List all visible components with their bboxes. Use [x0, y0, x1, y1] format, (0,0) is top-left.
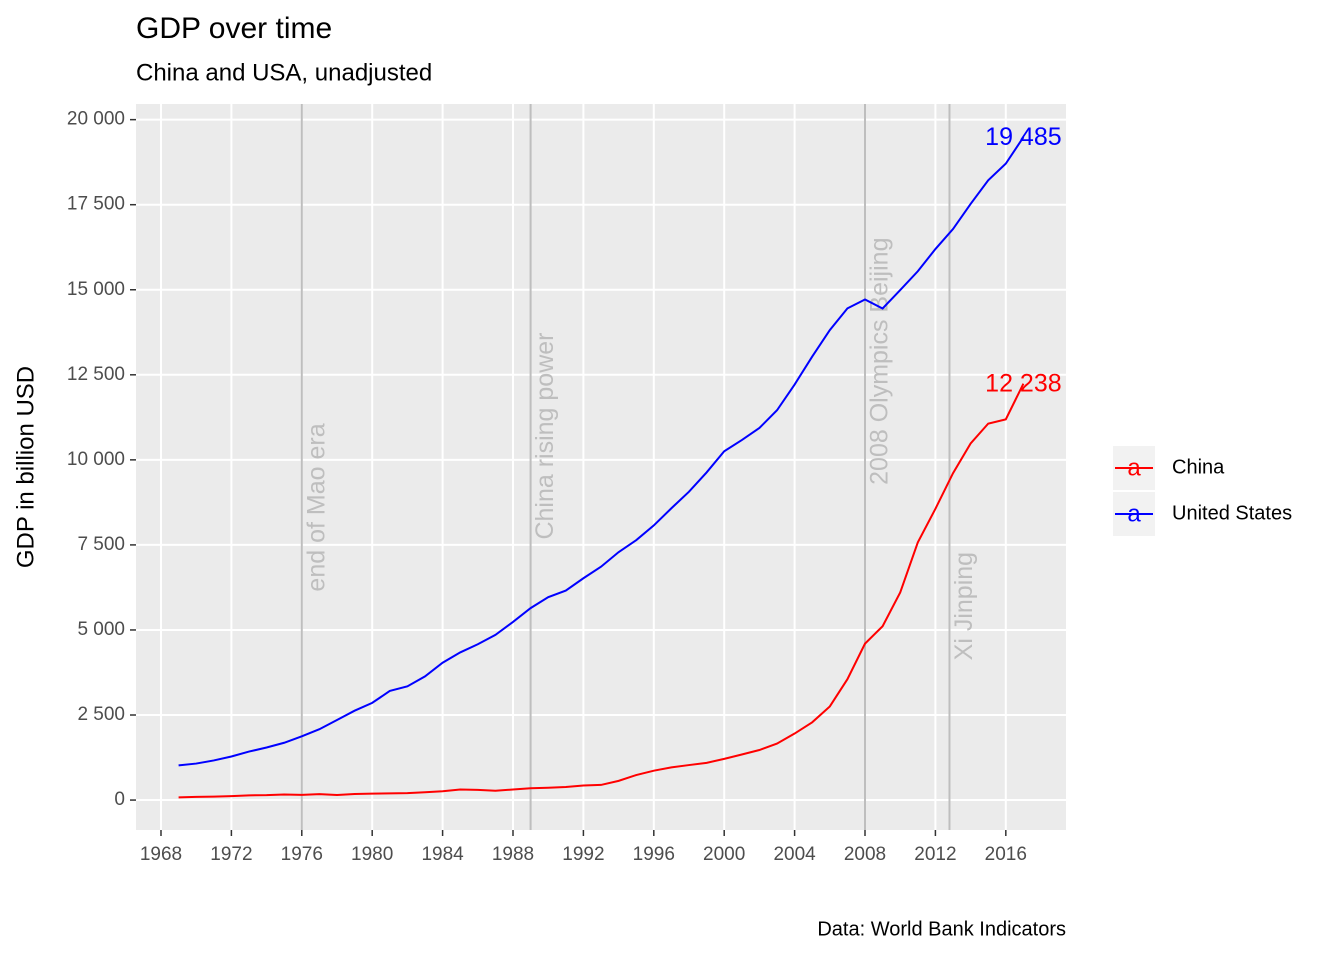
event-label: 2008 Olympics Beijing [866, 238, 894, 485]
y-tick-label: 5 000 [77, 619, 125, 640]
series-line [178, 136, 1025, 767]
legend-label: United States [1172, 502, 1292, 524]
x-tick-label: 2004 [773, 844, 816, 865]
x-tick-label: 2016 [985, 844, 1027, 865]
event-label: China rising power [531, 333, 559, 540]
legend-key-glyph: a [1127, 500, 1141, 527]
y-tick-label: 2 500 [77, 704, 125, 725]
x-tick-label: 1976 [281, 844, 323, 865]
series-line [178, 383, 1025, 799]
y-tick-label: 10 000 [67, 449, 125, 470]
event-label: end of Mao era [302, 423, 330, 591]
legend-key-glyph: a [1127, 454, 1141, 481]
event-label: Xi Jinping [950, 552, 978, 660]
y-tick-label: 0 [114, 789, 125, 810]
y-tick-label: 17 500 [67, 194, 125, 215]
x-tick-label: 2000 [703, 844, 745, 865]
value-label: 12 238 [985, 369, 1061, 397]
x-tick-label: 2008 [844, 844, 886, 865]
legend-label: China [1172, 456, 1225, 478]
x-tick-label: 1968 [140, 844, 182, 865]
y-tick-label: 20 000 [67, 109, 125, 130]
y-axis-title: GDP in billion USD [12, 366, 39, 568]
y-tick-label: 12 500 [67, 364, 125, 385]
y-tick-label: 15 000 [67, 279, 125, 300]
x-tick-label: 1980 [351, 844, 393, 865]
caption: Data: World Bank Indicators [817, 918, 1066, 940]
x-tick-label: 1992 [562, 844, 604, 865]
chart-subtitle: China and USA, unadjusted [136, 59, 432, 86]
value-label: 19 485 [985, 123, 1061, 151]
x-tick-label: 1972 [210, 844, 252, 865]
chart-title: GDP over time [136, 12, 332, 45]
x-tick-label: 1984 [421, 844, 464, 865]
x-tick-label: 2012 [914, 844, 956, 865]
plot-panel [136, 104, 1066, 830]
y-tick-label: 7 500 [77, 534, 125, 555]
x-tick-label: 1996 [633, 844, 675, 865]
x-tick-label: 1988 [492, 844, 534, 865]
